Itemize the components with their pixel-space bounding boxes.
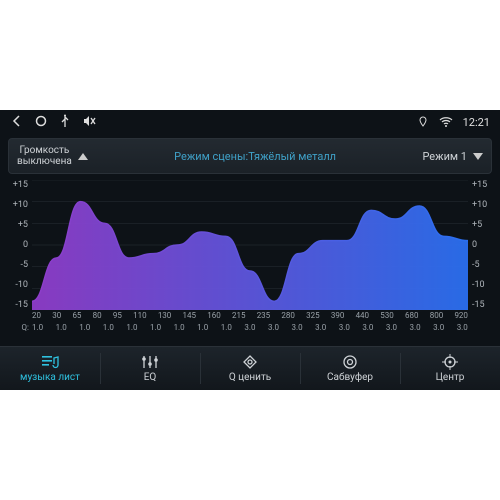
x-tick: 390 <box>331 311 345 320</box>
chevron-up-icon <box>78 153 88 160</box>
playlist-icon <box>41 354 59 370</box>
x-tick: 30 <box>52 311 61 320</box>
volume-label-1: Громкость <box>17 145 72 156</box>
x-tick: 680 <box>405 311 419 320</box>
x-tick: 80 <box>93 311 102 320</box>
q-value: 1.0 <box>174 323 185 332</box>
y-tick: +5 <box>8 220 28 230</box>
nav-subwoofer[interactable]: Сабвуфер <box>300 347 400 390</box>
mode-label: Режим 1 <box>422 150 467 163</box>
q-row: Q: 1.0 1.0 1.0 1.0 1.0 1.0 1.0 1.0 1.0 3.0 3.0 3.0 3… <box>8 323 492 332</box>
q-value: 3.0 <box>457 323 468 332</box>
nav-eq[interactable]: EQ <box>100 347 200 390</box>
nav-q[interactable]: Q ценить <box>200 347 300 390</box>
y-axis-right: +15 +10 +5 0 -5 -10 -15 <box>470 180 492 310</box>
x-tick: 280 <box>281 311 295 320</box>
y-tick: -5 <box>8 260 28 270</box>
q-value: 1.0 <box>103 323 114 332</box>
y-tick: -15 <box>472 300 492 310</box>
location-icon <box>417 116 429 128</box>
scene-value: Тяжёлый металл <box>248 150 336 163</box>
y-tick: -10 <box>472 280 492 290</box>
y-tick: +15 <box>8 180 28 190</box>
scene-mode[interactable]: Режим сцены:Тяжёлый металл <box>96 150 415 163</box>
nav-playlist[interactable]: музыка лист <box>0 347 100 390</box>
nav-label: Центр <box>436 372 465 383</box>
x-tick: 440 <box>356 311 370 320</box>
home-icon[interactable] <box>34 114 48 131</box>
volume-label-2: выключена <box>17 156 72 167</box>
q-value: 3.0 <box>339 323 350 332</box>
nav-label: музыка лист <box>20 372 80 383</box>
x-tick: 130 <box>158 311 172 320</box>
clock: 12:21 <box>463 116 490 129</box>
y-tick: 0 <box>472 240 492 250</box>
sound-off-icon <box>82 114 96 131</box>
y-tick: -10 <box>8 280 28 290</box>
nav-center[interactable]: Центр <box>400 347 500 390</box>
center-icon <box>441 354 459 370</box>
q-value: 1.0 <box>126 323 137 332</box>
q-icon <box>241 354 259 370</box>
q-value: 3.0 <box>292 323 303 332</box>
q-value: 3.0 <box>315 323 326 332</box>
q-value: 1.0 <box>79 323 90 332</box>
x-tick: 215 <box>232 311 246 320</box>
q-value: 3.0 <box>268 323 279 332</box>
x-tick: 235 <box>257 311 271 320</box>
back-icon[interactable] <box>10 114 24 131</box>
status-bar: 12:21 <box>0 110 500 134</box>
x-tick: 530 <box>380 311 394 320</box>
y-tick: +5 <box>472 220 492 230</box>
scene-prefix: Режим сцены: <box>174 150 248 163</box>
q-label: Q: <box>8 323 32 332</box>
q-value: 3.0 <box>386 323 397 332</box>
chevron-down-icon <box>473 153 483 160</box>
q-value: 3.0 <box>433 323 444 332</box>
subwoofer-icon <box>341 354 359 370</box>
q-value: 3.0 <box>410 323 421 332</box>
eq-chart[interactable]: +15 +10 +5 0 -5 -10 -15 +15 +10 +5 0 -5 -10 -15 20 30… <box>8 180 492 332</box>
x-tick: 160 <box>207 311 221 320</box>
x-tick: 65 <box>72 311 81 320</box>
eq-icon <box>141 354 159 370</box>
screen: 12:21 Громкость выключена Режим сцены:Тя… <box>0 110 500 390</box>
q-value: 3.0 <box>244 323 255 332</box>
x-tick: 145 <box>183 311 197 320</box>
q-value: 1.0 <box>56 323 67 332</box>
y-tick: +10 <box>472 200 492 210</box>
volume-toggle[interactable]: Громкость выключена <box>9 145 96 167</box>
bottom-nav: музыка лист EQ Q ценить Сабвуфер Центр <box>0 346 500 390</box>
x-axis: 20 30 65 80 95 110 130 145 160 215 235 280 325 390 440… <box>32 311 468 320</box>
nav-label: EQ <box>144 372 157 383</box>
q-value: 3.0 <box>362 323 373 332</box>
x-tick: 20 <box>32 311 41 320</box>
q-value: 1.0 <box>221 323 232 332</box>
y-axis-left: +15 +10 +5 0 -5 -10 -15 <box>8 180 30 310</box>
nav-label: Q ценить <box>229 372 271 383</box>
top-bar: Громкость выключена Режим сцены:Тяжёлый … <box>8 138 492 174</box>
wifi-icon <box>439 116 453 128</box>
x-tick: 800 <box>430 311 444 320</box>
y-tick: 0 <box>8 240 28 250</box>
q-value: 1.0 <box>197 323 208 332</box>
usb-icon <box>58 114 72 131</box>
y-tick: -15 <box>8 300 28 310</box>
y-tick: +10 <box>8 200 28 210</box>
y-tick: +15 <box>472 180 492 190</box>
x-tick: 95 <box>113 311 122 320</box>
x-tick: 110 <box>133 311 147 320</box>
q-value: 1.0 <box>32 323 43 332</box>
nav-label: Сабвуфер <box>327 372 373 383</box>
x-tick: 325 <box>306 311 320 320</box>
eq-curve <box>8 180 492 310</box>
y-tick: -5 <box>472 260 492 270</box>
x-tick: 920 <box>454 311 468 320</box>
mode-select[interactable]: Режим 1 <box>414 150 491 163</box>
q-value: 1.0 <box>150 323 161 332</box>
